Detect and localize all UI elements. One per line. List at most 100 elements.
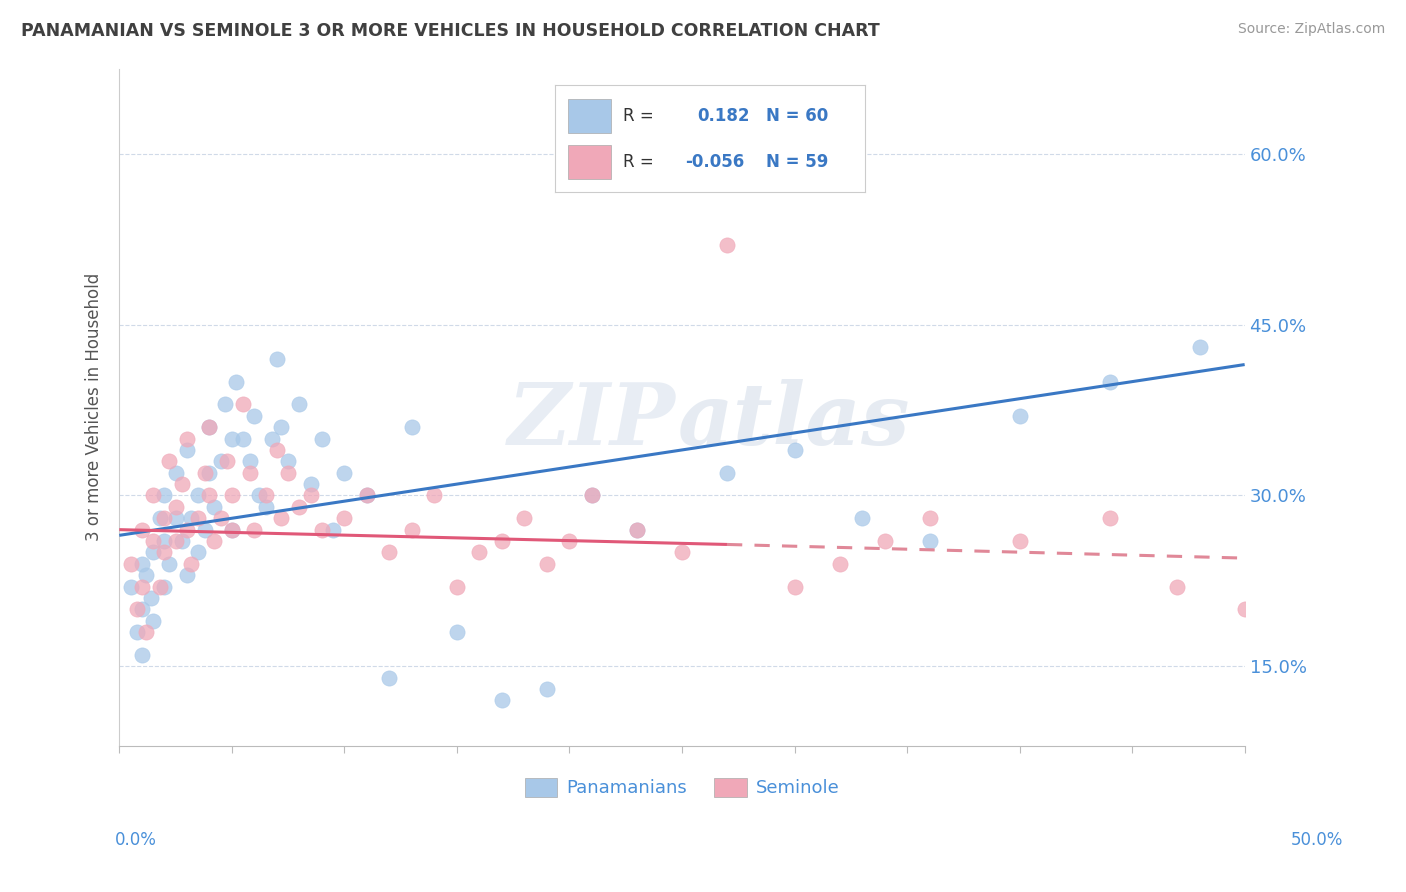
Point xyxy=(180,557,202,571)
Point xyxy=(131,648,153,662)
Point xyxy=(558,534,581,549)
Point xyxy=(716,238,738,252)
Point xyxy=(176,442,198,457)
Point xyxy=(491,693,513,707)
Point xyxy=(120,580,142,594)
Text: R =: R = xyxy=(623,153,654,170)
Point xyxy=(356,488,378,502)
Point xyxy=(209,511,232,525)
Point xyxy=(127,602,149,616)
Point xyxy=(198,420,221,434)
Point xyxy=(153,488,176,502)
Point xyxy=(198,466,221,480)
Point xyxy=(120,557,142,571)
Point xyxy=(356,488,378,502)
Text: -0.056: -0.056 xyxy=(685,153,745,170)
Point xyxy=(333,511,356,525)
Point xyxy=(157,557,180,571)
Point xyxy=(671,545,693,559)
Point xyxy=(176,523,198,537)
Point xyxy=(198,488,221,502)
Point xyxy=(446,580,468,594)
Point xyxy=(1098,511,1121,525)
FancyBboxPatch shape xyxy=(568,99,612,133)
Point xyxy=(491,534,513,549)
Point xyxy=(221,523,243,537)
Text: 0.0%: 0.0% xyxy=(115,831,157,849)
Point xyxy=(180,511,202,525)
Point xyxy=(243,409,266,423)
Point xyxy=(172,534,194,549)
Point xyxy=(299,477,322,491)
Text: N = 59: N = 59 xyxy=(766,153,828,170)
Point xyxy=(1233,602,1256,616)
Point xyxy=(149,511,172,525)
Point xyxy=(288,397,311,411)
Point xyxy=(135,625,157,640)
Point xyxy=(311,432,333,446)
Point xyxy=(322,523,344,537)
Point xyxy=(828,557,851,571)
Point xyxy=(149,580,172,594)
Point xyxy=(873,534,896,549)
Point xyxy=(918,511,941,525)
Point xyxy=(513,511,536,525)
Point xyxy=(232,432,254,446)
Point xyxy=(176,568,198,582)
Point xyxy=(1008,534,1031,549)
Y-axis label: 3 or more Vehicles in Household: 3 or more Vehicles in Household xyxy=(86,273,103,541)
Text: atlas: atlas xyxy=(678,379,911,463)
Point xyxy=(209,454,232,468)
Point xyxy=(1098,375,1121,389)
Point xyxy=(1008,409,1031,423)
Point xyxy=(165,466,187,480)
Point xyxy=(262,432,284,446)
Point xyxy=(135,568,157,582)
Point xyxy=(153,580,176,594)
Point xyxy=(131,602,153,616)
Point xyxy=(142,545,165,559)
Point xyxy=(378,671,401,685)
Point xyxy=(165,511,187,525)
Point xyxy=(581,488,603,502)
Point xyxy=(194,523,217,537)
Point xyxy=(202,500,225,514)
Point xyxy=(131,523,153,537)
Point xyxy=(446,625,468,640)
Point xyxy=(225,375,247,389)
Point xyxy=(153,511,176,525)
Point xyxy=(243,523,266,537)
Point xyxy=(266,442,288,457)
Point xyxy=(232,397,254,411)
Point xyxy=(239,454,262,468)
Text: 0.182: 0.182 xyxy=(697,107,751,125)
Point xyxy=(221,432,243,446)
Point xyxy=(266,351,288,366)
Point xyxy=(153,534,176,549)
Point xyxy=(918,534,941,549)
Point xyxy=(536,557,558,571)
Point xyxy=(277,466,299,480)
Point xyxy=(536,681,558,696)
Point xyxy=(247,488,270,502)
Text: PANAMANIAN VS SEMINOLE 3 OR MORE VEHICLES IN HOUSEHOLD CORRELATION CHART: PANAMANIAN VS SEMINOLE 3 OR MORE VEHICLE… xyxy=(21,22,880,40)
Point xyxy=(1166,580,1188,594)
Point xyxy=(165,500,187,514)
Point xyxy=(142,488,165,502)
Point xyxy=(254,500,277,514)
Point xyxy=(176,432,198,446)
Point xyxy=(127,625,149,640)
Point xyxy=(172,477,194,491)
Point xyxy=(142,614,165,628)
Text: ZIP: ZIP xyxy=(508,379,676,463)
Point xyxy=(423,488,446,502)
Point xyxy=(581,488,603,502)
Point xyxy=(202,534,225,549)
Point xyxy=(401,523,423,537)
Point xyxy=(131,557,153,571)
Point xyxy=(131,580,153,594)
FancyBboxPatch shape xyxy=(568,145,612,179)
Point xyxy=(270,420,292,434)
Point xyxy=(1188,341,1211,355)
Point xyxy=(851,511,873,525)
